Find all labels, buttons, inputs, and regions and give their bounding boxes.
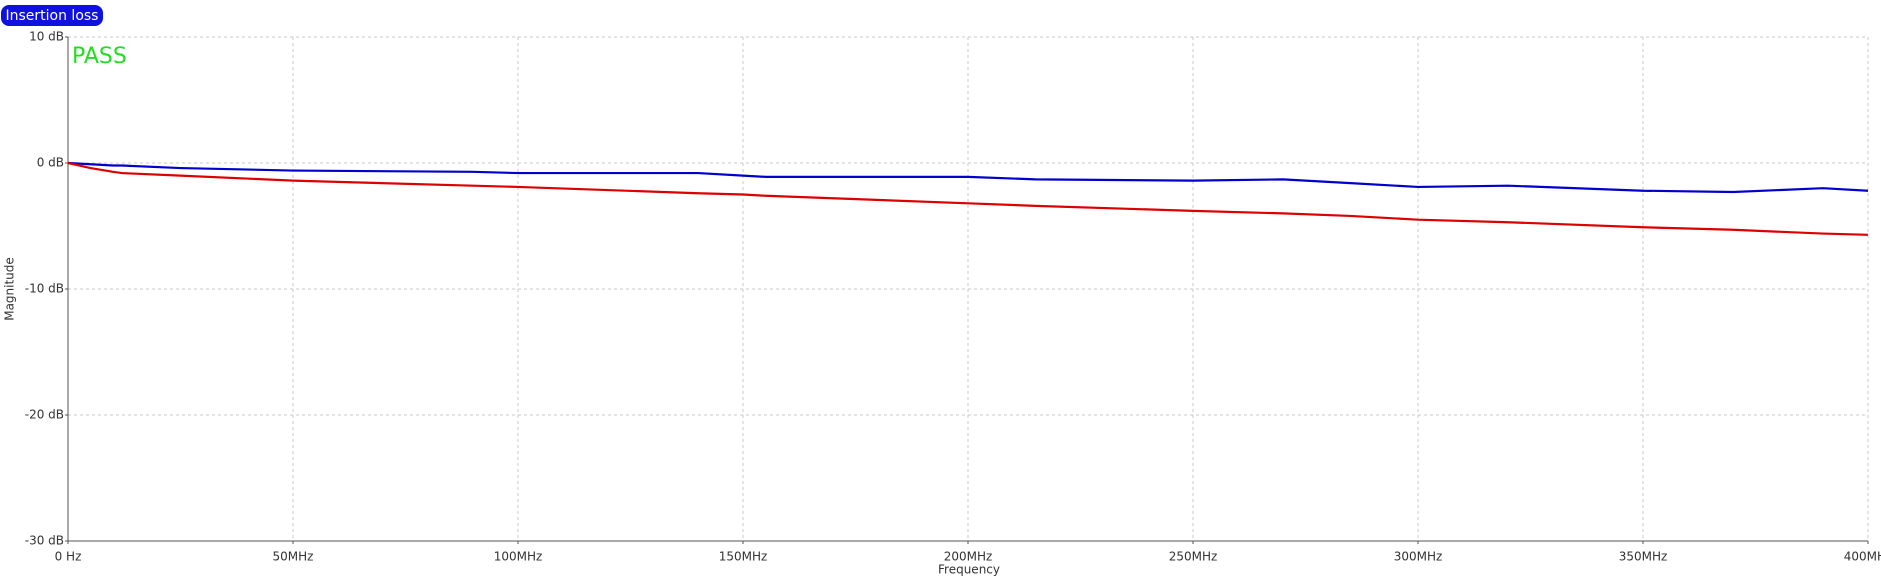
x-tick-label: 300MHz — [1394, 550, 1443, 564]
y-tick-label: 10 dB — [29, 30, 64, 44]
x-tick-label: 200MHz — [944, 550, 993, 564]
x-tick-label: 0 Hz — [55, 550, 82, 564]
badge: Insertion loss — [6, 8, 99, 24]
x-tick-label: 350MHz — [1619, 550, 1668, 564]
x-tick-label: 50MHz — [273, 550, 314, 564]
pass-annotation: PASS — [72, 44, 127, 69]
y-axis-label: Magnitude — [3, 257, 17, 321]
series-line — [67, 161, 1869, 194]
y-tick-label: -10 dB — [25, 282, 64, 296]
y-tick-label: 0 dB — [37, 156, 64, 170]
x-tick-label: 250MHz — [1169, 550, 1218, 564]
y-tick-label: -30 dB — [25, 534, 64, 548]
badge-bg — [1, 5, 103, 26]
x-axis-label: Frequency — [938, 563, 1000, 577]
x-tick-label: 150MHz — [719, 550, 768, 564]
x-tick-label: 100MHz — [494, 550, 543, 564]
x-tick-label: 400MHz — [1844, 550, 1881, 564]
series-line — [67, 161, 1869, 236]
y-tick-label: -20 dB — [25, 408, 64, 422]
